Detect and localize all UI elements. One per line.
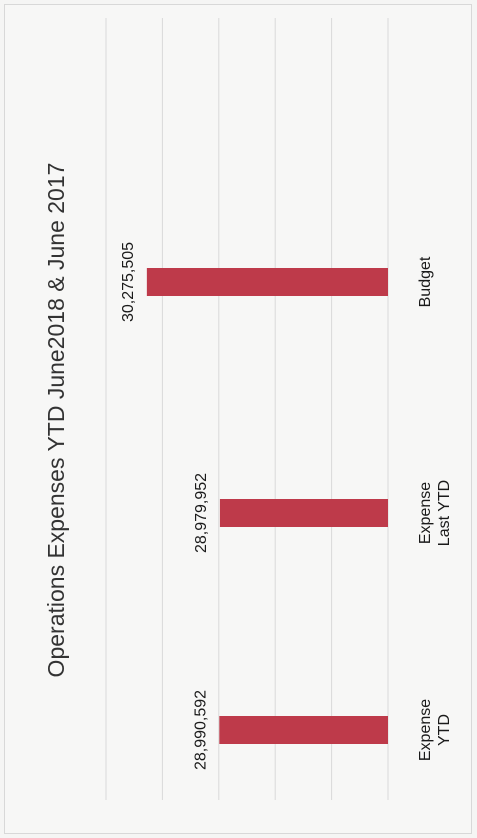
bar	[146, 268, 388, 296]
chart-title: Operations Expenses YTD June2018 & June …	[43, 163, 69, 678]
data-labels: 28,990,592 28,979,952 30,275,505	[120, 242, 210, 770]
data-label: 28,979,952	[193, 473, 210, 553]
bar	[219, 499, 388, 527]
category-labels: Expense YTD Expense Last YTD Budget	[417, 256, 453, 761]
data-label: 28,990,592	[192, 690, 209, 770]
gridlines	[105, 18, 389, 800]
chart-frame	[4, 4, 472, 834]
bar	[219, 716, 388, 744]
category-label: Budget	[417, 256, 434, 307]
data-label: 30,275,505	[120, 242, 137, 322]
category-label: Expense Last YTD	[417, 480, 453, 546]
bars	[146, 268, 388, 744]
category-label: Expense YTD	[417, 699, 453, 761]
